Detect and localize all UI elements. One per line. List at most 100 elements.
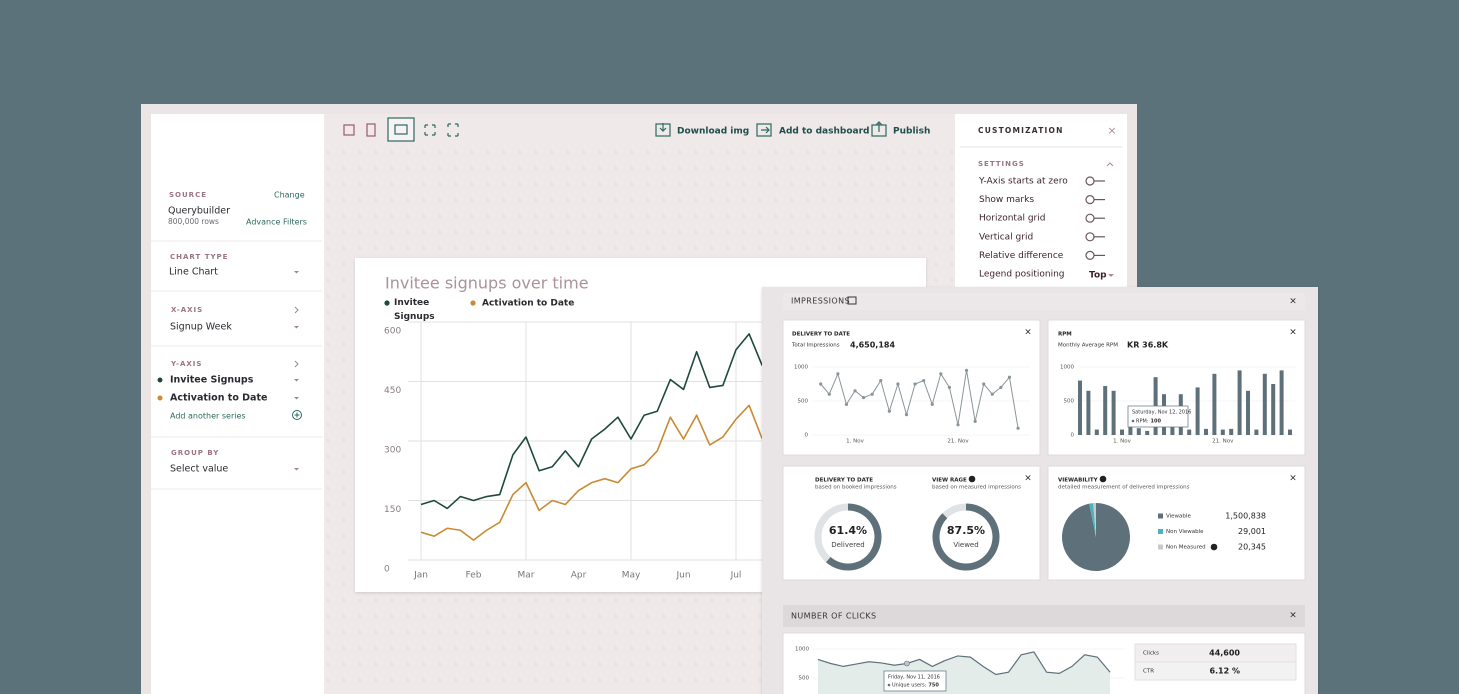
x-tick-label: 1. Nov (1113, 439, 1131, 445)
bar (1220, 429, 1225, 435)
option-label: Horizontal grid (979, 214, 1045, 224)
help-icons (968, 475, 1218, 551)
series-dot (157, 395, 163, 401)
x-tick-label: Feb (466, 571, 482, 581)
donut-value: 87.5% (947, 524, 985, 537)
bar (1288, 429, 1292, 435)
point-marker (990, 392, 994, 396)
point-marker (870, 392, 874, 396)
tooltip-value: 750 (928, 683, 939, 689)
legend-value: 29,001 (1238, 527, 1266, 536)
point-marker (922, 379, 926, 383)
point-marker (887, 409, 891, 413)
point-marker (896, 382, 900, 386)
series-line (420, 404, 763, 541)
series-dot (157, 377, 163, 383)
donut-arc (826, 503, 882, 571)
donut-value: 61.4% (829, 524, 867, 537)
point-marker (947, 385, 952, 389)
point-marker (999, 385, 1003, 389)
filters-link[interactable]: Advance Filters (246, 218, 307, 227)
dropdown-carets[interactable] (294, 271, 299, 471)
x-tick-label: 21. Nov (947, 439, 969, 445)
point-marker (982, 382, 986, 386)
stat-value: 6.12 % (1209, 667, 1240, 676)
add-series-icon[interactable] (292, 410, 302, 420)
y-tick-label: 1000 (794, 365, 808, 371)
option-label: Relative difference (979, 251, 1064, 261)
legend-dot (470, 300, 476, 306)
point-marker (904, 413, 909, 417)
svg-text:×: × (1024, 474, 1032, 484)
point-marker (862, 396, 866, 400)
x-tick-label: Jul (730, 571, 742, 581)
point-marker (973, 419, 977, 423)
card-subtitle: based on measured impressions (932, 485, 1021, 491)
sidebar (151, 114, 324, 694)
legend-label: Invitee Signups (394, 298, 435, 322)
point-marker (879, 379, 883, 383)
section-label: CHART TYPE (170, 253, 228, 261)
tooltip (883, 670, 947, 692)
svg-text:×: × (1289, 611, 1297, 621)
bar (1195, 387, 1200, 435)
section-title: IMPRESSIONS (791, 297, 850, 306)
tooltip-label: Unique users: (892, 683, 927, 689)
change-link[interactable]: Change (274, 191, 305, 200)
chevrons[interactable] (294, 306, 299, 368)
legend-label: Activation to Date (482, 299, 574, 309)
toggle[interactable] (1085, 250, 1105, 260)
bar (1212, 373, 1217, 435)
bar (1120, 429, 1124, 435)
highlight-point (904, 660, 910, 667)
card-subtitle: detailed measurement of delivered impres… (1058, 485, 1190, 491)
svg-text:×: × (1289, 297, 1297, 307)
calendar-icon (847, 296, 857, 305)
add-series-link[interactable]: Add another series (170, 412, 246, 421)
toolbar-action[interactable]: Download img (677, 127, 749, 137)
legend-value: 1,500,838 (1225, 512, 1266, 521)
toolbar-action[interactable]: Publish (893, 127, 930, 137)
caret[interactable] (1108, 274, 1114, 277)
toggle[interactable] (1085, 232, 1105, 242)
section-header (783, 293, 1305, 310)
y-tick-label: 450 (384, 386, 401, 396)
bar (1254, 429, 1259, 435)
donut-label: Viewed (953, 541, 978, 549)
toolbar-action[interactable]: Add to dashboard (779, 127, 869, 137)
bar (1078, 380, 1082, 435)
y-tick-label: 500 (799, 676, 810, 682)
y-tick-label: 500 (798, 399, 809, 405)
customization-panel (955, 114, 1127, 288)
layout-icons (343, 117, 459, 142)
bar (1086, 390, 1091, 435)
stat-label: CTR (1143, 669, 1154, 675)
card-title: VIEW RAGE (932, 478, 967, 484)
series-name: Activation to Date (170, 393, 267, 404)
toggle[interactable] (1085, 195, 1105, 205)
x-tick-label: 21. Nov (1212, 439, 1234, 445)
x-tick-label: Jun (675, 571, 690, 581)
stat-label: Clicks (1143, 651, 1159, 657)
source-name: Querybuilder (168, 206, 230, 217)
point-marker (913, 382, 917, 386)
section-header (783, 605, 1305, 627)
action-icons (655, 121, 887, 137)
stat-value: 44,600 (1209, 649, 1240, 658)
close-buttons[interactable]: × × × × × × (1024, 297, 1297, 621)
collapse-icon[interactable] (1106, 162, 1114, 167)
toggle-knob (1085, 232, 1095, 242)
x-tick-label: Apr (571, 571, 587, 581)
toggle[interactable] (1085, 176, 1105, 186)
close-button[interactable]: × (1107, 124, 1116, 137)
tooltip-dot (887, 683, 891, 687)
x-tick-label: Jan (413, 571, 428, 581)
toggle[interactable] (1085, 213, 1105, 223)
donut-label: Delivered (831, 541, 865, 549)
option-label: Y-Axis starts at zero (978, 177, 1068, 187)
card-title: DELIVERY TO DATE (792, 332, 850, 338)
legend-swatch (1158, 544, 1163, 550)
legend-position[interactable]: Top (1089, 271, 1107, 281)
area-line (817, 651, 1111, 676)
